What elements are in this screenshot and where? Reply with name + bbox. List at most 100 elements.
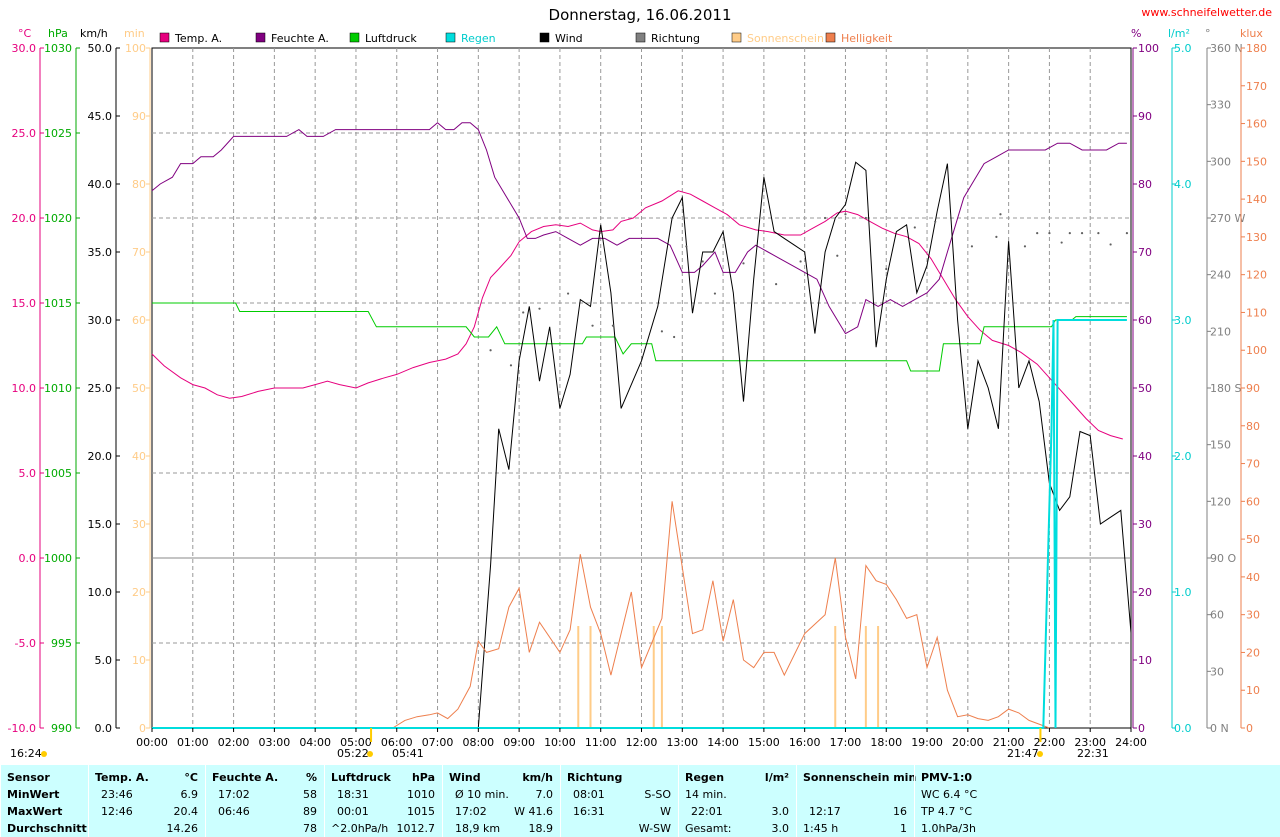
axis-label-lux: 180 xyxy=(1246,42,1267,55)
direction-point xyxy=(1023,245,1027,248)
axis-label-press: 1000 xyxy=(44,552,72,565)
sun-max-value: 16 xyxy=(893,805,907,818)
axis-label-dir: 270 W xyxy=(1210,212,1245,225)
sun-icon xyxy=(41,751,47,757)
axis-label-temp: 5.0 xyxy=(19,467,37,480)
x-tick-label: 06:00 xyxy=(381,736,413,749)
stats-label-min: MinWert xyxy=(7,788,60,801)
stats-label-max: MaxWert xyxy=(7,805,63,818)
axis-label-lux: 30 xyxy=(1246,609,1260,622)
stats-col-rain: Regen l/m² 14 min. 22:01 3.0 Gesamt: 3.0 xyxy=(678,765,797,837)
stats-col-pmv: PMV-1:0 WC 6.4 °C TP 4.7 °C 1.0hPa/3h xyxy=(914,765,1280,837)
axis-unit-hum: % xyxy=(1131,27,1141,40)
stats-header-pmv: PMV-1:0 xyxy=(921,771,972,784)
series-line-regen xyxy=(152,319,1127,729)
x-tick-label: 00:00 xyxy=(136,736,168,749)
stats-unit-hum: % xyxy=(305,771,317,784)
rain-duration: 14 min. xyxy=(685,788,727,801)
axis-label-hum: 20 xyxy=(1138,586,1152,599)
axis-label-dir: 60 xyxy=(1210,609,1224,622)
rain-total-label: Gesamt: xyxy=(685,822,732,835)
stats-col-wind: Wind km/h Ø 10 min. 7.0 17:02 W 41.6 18,… xyxy=(442,765,561,837)
x-tick-label: 11:00 xyxy=(585,736,617,749)
stats-label-avg: Durchschnitt xyxy=(7,822,87,835)
axes: 30.025.020.015.010.05.00.0-5.0-10.010301… xyxy=(8,42,1267,735)
axis-label-wind: 5.0 xyxy=(95,654,113,667)
dir-min-time: 08:01 xyxy=(573,788,605,801)
direction-point xyxy=(713,292,717,295)
axis-label-sun: 0 xyxy=(139,722,146,735)
axis-label-wind: 30.0 xyxy=(88,314,113,327)
axis-label-hum: 40 xyxy=(1138,450,1152,463)
legend-label-1: Feuchte A. xyxy=(271,32,329,45)
axis-label-hum: 30 xyxy=(1138,518,1152,531)
axis-label-dir: 360 N xyxy=(1210,42,1243,55)
temp-min-time: 23:46 xyxy=(101,788,133,801)
axis-label-temp: 20.0 xyxy=(12,212,37,225)
axis-label-lux: 10 xyxy=(1246,684,1260,697)
stats-header-press: Luftdruck xyxy=(331,771,391,784)
legend-swatch-5 xyxy=(635,32,646,43)
axis-label-dir: 30 xyxy=(1210,665,1224,678)
direction-point xyxy=(970,245,974,248)
press-min-value: 1010 xyxy=(407,788,435,801)
press-avg-value: 1012.7 xyxy=(396,822,436,835)
stats-col-temp: Temp. A. °C 23:46 6.9 12:46 20.4 14.26 xyxy=(88,765,206,837)
stats-unit-temp: °C xyxy=(184,771,198,784)
sunrise-time: 05:22 xyxy=(337,747,369,760)
x-tick-label: 24:00 xyxy=(1115,736,1147,749)
stats-header-sun: Sonnenschein min xyxy=(803,771,917,784)
temp-min-value: 6.9 xyxy=(180,788,199,801)
direction-point xyxy=(1048,232,1051,235)
hum-avg-value: 78 xyxy=(303,822,317,835)
x-tick-label: 15:00 xyxy=(748,736,780,749)
direction-point xyxy=(1068,232,1071,235)
direction-point xyxy=(995,235,998,238)
wind-min-label: Ø 10 min. xyxy=(455,788,509,801)
plot-area xyxy=(151,122,1132,729)
axis-label-temp: 0.0 xyxy=(19,552,37,565)
axis-label-lux: 80 xyxy=(1246,420,1260,433)
stats-unit-press: hPa xyxy=(411,771,435,784)
press-trend: ^2.0hPa/h xyxy=(331,822,389,835)
direction-point xyxy=(489,349,492,352)
rain-max-time: 22:01 xyxy=(691,805,723,818)
direction-point xyxy=(591,324,594,327)
direction-point xyxy=(1125,232,1129,235)
x-tick-label: 19:00 xyxy=(911,736,943,749)
axis-label-press: 995 xyxy=(51,637,72,650)
x-tick-label: 20:00 xyxy=(952,736,984,749)
axis-label-lux: 20 xyxy=(1246,646,1260,659)
axis-label-hum: 80 xyxy=(1138,178,1152,191)
dir-min-value: S-SO xyxy=(644,788,671,801)
axis-label-dir: 180 S xyxy=(1210,382,1241,395)
axis-unit-temp: °C xyxy=(18,27,32,40)
direction-point xyxy=(775,283,778,286)
wind-avg-value: 18.9 xyxy=(528,822,554,835)
axis-label-lux: 50 xyxy=(1246,533,1260,546)
dir-max-value: W xyxy=(660,805,671,818)
axis-units: °C hPa km/h min% l/m² ° klux xyxy=(18,27,1263,40)
direction-point xyxy=(934,220,937,223)
axis-label-dir: 330 xyxy=(1210,99,1231,112)
axis-label-wind: 40.0 xyxy=(88,178,113,191)
dir-max-time: 16:31 xyxy=(573,805,605,818)
axis-unit-rain: l/m² xyxy=(1168,27,1190,40)
legend-swatch-1 xyxy=(255,32,266,43)
legend-swatch-7 xyxy=(825,32,836,43)
press-max-value: 1015 xyxy=(407,805,435,818)
direction-point xyxy=(885,267,888,271)
axis-label-dir: 300 xyxy=(1210,155,1231,168)
legend-label-2: Luftdruck xyxy=(365,32,417,45)
legend-label-7: Helligkeit xyxy=(841,32,893,45)
legend-swatch-0 xyxy=(159,32,170,43)
x-tick-label: 10:00 xyxy=(544,736,576,749)
direction-point xyxy=(701,260,704,263)
legend-label-4: Wind xyxy=(555,32,583,45)
stats-header-wind: Wind xyxy=(449,771,481,784)
rain-max-value: 3.0 xyxy=(771,805,790,818)
axis-label-sun: 20 xyxy=(132,586,146,599)
x-tick-label: 03:00 xyxy=(259,736,291,749)
site-link[interactable]: www.schneifelwetter.de xyxy=(1141,6,1272,19)
axis-label-press: 1020 xyxy=(44,212,72,225)
